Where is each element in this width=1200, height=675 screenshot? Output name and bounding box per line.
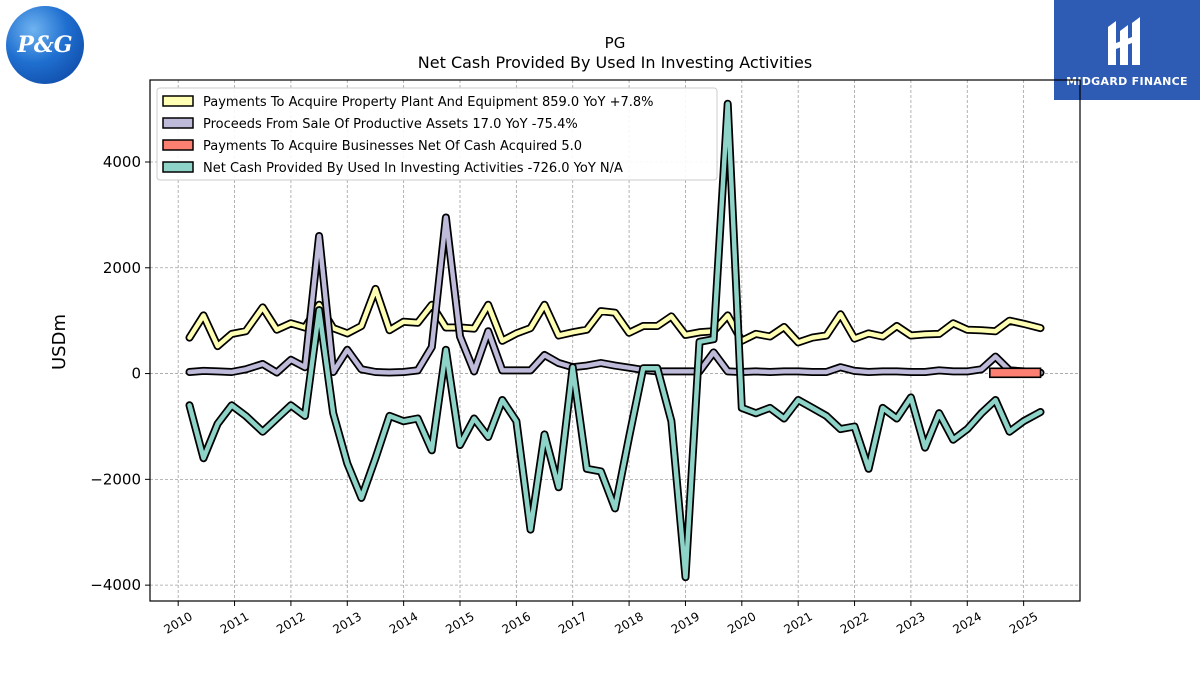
legend-swatch bbox=[163, 140, 193, 150]
legend-label: Proceeds From Sale Of Productive Assets … bbox=[203, 117, 578, 132]
y-tick-label: 0 bbox=[131, 365, 141, 383]
axes: −4000 −2000 0 2000 4000 2010 2011 2012 2013 2014 2… bbox=[90, 153, 1040, 637]
y-axis-label: USDm bbox=[49, 314, 70, 370]
y-tick-label: −4000 bbox=[90, 576, 141, 594]
chart-title: PG bbox=[605, 34, 626, 52]
x-tick-label: 2012 bbox=[274, 609, 307, 636]
legend: Payments To Acquire Property Plant And E… bbox=[157, 88, 717, 180]
chart: PG Net Cash Provided By Used In Investin… bbox=[0, 0, 1200, 675]
legend-label: Net Cash Provided By Used In Investing A… bbox=[203, 161, 623, 176]
legend-label: Payments To Acquire Businesses Net Of Ca… bbox=[203, 139, 582, 154]
x-tick-label: 2013 bbox=[331, 609, 364, 636]
x-tick-label: 2019 bbox=[669, 609, 702, 636]
y-tick-label: −2000 bbox=[90, 470, 141, 488]
x-tick-label: 2023 bbox=[894, 609, 927, 636]
legend-label: Payments To Acquire Property Plant And E… bbox=[203, 95, 654, 110]
x-tick-label: 2024 bbox=[951, 609, 984, 636]
legend-swatch bbox=[163, 96, 193, 106]
legend-swatch bbox=[163, 118, 193, 128]
x-tick-label: 2014 bbox=[387, 609, 420, 636]
x-tick-label: 2016 bbox=[500, 609, 533, 636]
legend-swatch bbox=[163, 162, 193, 172]
x-tick-label: 2021 bbox=[781, 609, 814, 636]
x-tick-label: 2015 bbox=[443, 609, 476, 636]
x-tick-label: 2010 bbox=[161, 609, 194, 636]
x-tick-label: 2025 bbox=[1007, 609, 1040, 636]
x-tick-label: 2018 bbox=[612, 609, 645, 636]
x-tick-label: 2022 bbox=[838, 609, 871, 636]
x-tick-label: 2011 bbox=[218, 609, 251, 636]
y-tick-label: 4000 bbox=[103, 153, 141, 171]
y-tick-label: 2000 bbox=[103, 259, 141, 277]
x-tick-label: 2017 bbox=[556, 609, 589, 636]
chart-subtitle: Net Cash Provided By Used In Investing A… bbox=[418, 53, 812, 72]
x-tick-label: 2020 bbox=[725, 609, 758, 636]
series-2-bar bbox=[990, 368, 1041, 377]
